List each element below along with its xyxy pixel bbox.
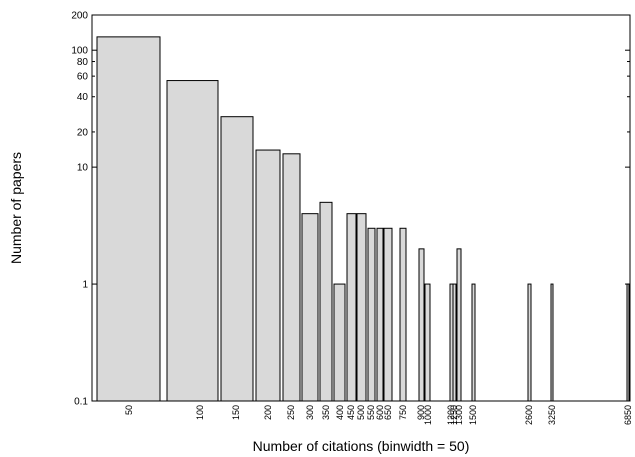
bar-500 <box>356 213 367 402</box>
y-tick-label-100: 100 <box>71 46 88 57</box>
x-tick-label-650: 650 <box>383 405 393 420</box>
bar-450 <box>346 213 357 402</box>
x-tick-label-250: 250 <box>286 405 296 420</box>
x-tick-label-500: 500 <box>356 405 366 420</box>
bar-6850 <box>626 283 630 402</box>
bar-250 <box>282 153 301 402</box>
y-tick-label-0.1: 0.1 <box>74 397 88 408</box>
bar-1000 <box>424 283 431 402</box>
bars-group <box>96 36 630 402</box>
bar-1300 <box>456 248 462 402</box>
y-axis-label: Number of papers <box>8 152 24 264</box>
x-tick-label-450: 450 <box>346 405 356 420</box>
bar-2600 <box>527 283 532 402</box>
x-tick-label-150: 150 <box>231 405 241 420</box>
x-tick-label-900: 900 <box>416 405 426 420</box>
bar-900 <box>418 248 425 402</box>
x-tick-label-200: 200 <box>263 405 273 420</box>
x-tick-label-1000: 1000 <box>423 405 433 425</box>
bar-200 <box>255 149 281 402</box>
y-tick-label-20: 20 <box>77 127 89 138</box>
x-tick-label-400: 400 <box>335 405 345 420</box>
bar-650 <box>383 227 393 402</box>
bar-100 <box>166 80 219 402</box>
y-tick-label-1: 1 <box>82 280 88 291</box>
bar-150 <box>220 116 254 402</box>
x-tick-label-350: 350 <box>321 405 331 420</box>
x-tick-label-1250: 1250 <box>449 405 459 425</box>
y-tick-label-200: 200 <box>71 11 88 22</box>
x-tick-label-600: 600 <box>375 405 385 420</box>
x-tick-label-750: 750 <box>398 405 408 420</box>
bar-550 <box>367 227 376 402</box>
x-tick-label-3250: 3250 <box>547 405 557 425</box>
y-tick-label-80: 80 <box>77 57 89 68</box>
x-tick-label-1200: 1200 <box>446 405 456 425</box>
bar-1500 <box>471 283 476 402</box>
y-tick-label-60: 60 <box>77 72 89 83</box>
bar-50 <box>96 36 161 402</box>
bar-3250 <box>550 283 554 402</box>
x-axis-label: Number of citations (binwidth = 50) <box>253 438 470 454</box>
bar-300 <box>301 213 319 402</box>
x-tick-label-550: 550 <box>366 405 376 420</box>
x-tick-label-100: 100 <box>195 405 205 420</box>
x-tick-label-300: 300 <box>305 405 315 420</box>
x-tick-label-50: 50 <box>124 405 134 415</box>
y-tick-label-10: 10 <box>77 163 89 174</box>
x-tick-label-1500: 1500 <box>468 405 478 425</box>
bar-1250 <box>452 283 457 402</box>
x-tick-label-6850: 6850 <box>623 405 633 425</box>
bar-750 <box>399 227 407 402</box>
x-tick-label-1300: 1300 <box>454 405 464 425</box>
bar-350 <box>319 201 333 402</box>
bar-400 <box>333 283 346 402</box>
bar-600 <box>376 227 384 402</box>
y-tick-label-40: 40 <box>77 92 89 103</box>
x-tick-label-2600: 2600 <box>524 405 534 425</box>
